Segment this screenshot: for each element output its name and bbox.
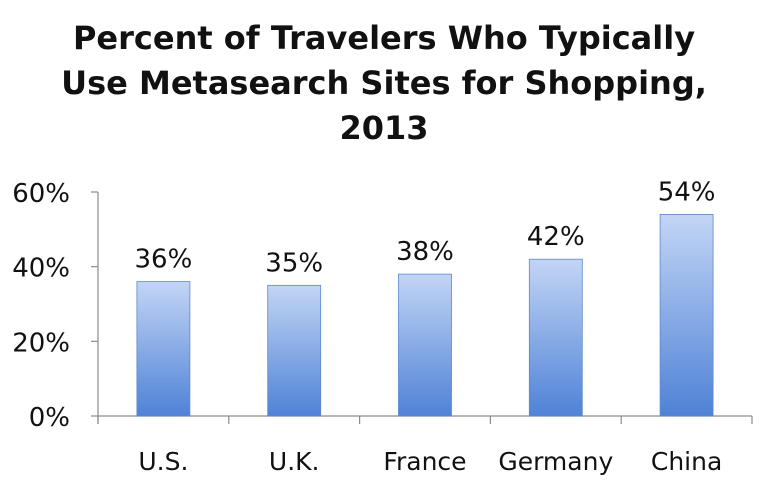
bar-china bbox=[659, 213, 714, 417]
data-label: 36% bbox=[135, 245, 193, 275]
chart-title: Percent of Travelers Who Typically Use M… bbox=[0, 16, 768, 151]
bar-uk bbox=[267, 284, 322, 417]
x-tick-label: China bbox=[651, 447, 722, 476]
x-tick-label: U.K. bbox=[269, 447, 320, 476]
data-label: 54% bbox=[658, 177, 716, 207]
data-label: 42% bbox=[527, 222, 585, 252]
x-tick-label: U.S. bbox=[138, 447, 188, 476]
bar-germany bbox=[528, 258, 583, 417]
data-label: 35% bbox=[265, 248, 323, 278]
chart-title-line: Percent of Travelers Who Typically bbox=[72, 19, 696, 57]
x-tick-label: France bbox=[383, 447, 466, 476]
chart-bars bbox=[136, 213, 714, 417]
bar-france bbox=[398, 273, 452, 417]
data-label: 38% bbox=[396, 237, 454, 267]
y-tick-label: 60% bbox=[12, 179, 70, 209]
x-tick-label: Germany bbox=[498, 447, 613, 476]
y-tick-label: 40% bbox=[12, 254, 70, 284]
y-tick-label: 20% bbox=[12, 328, 70, 358]
y-tick-label: 0% bbox=[29, 403, 70, 433]
bar-us bbox=[136, 281, 191, 417]
chart-labels: 0% 20% 40% 60% 36% U.S. 35% U.K. 38% France 42% Ger… bbox=[12, 177, 722, 476]
chart-title-line: 2013 bbox=[339, 109, 429, 147]
chart-title-line: Use Metasearch Sites for Shopping, bbox=[61, 64, 707, 102]
